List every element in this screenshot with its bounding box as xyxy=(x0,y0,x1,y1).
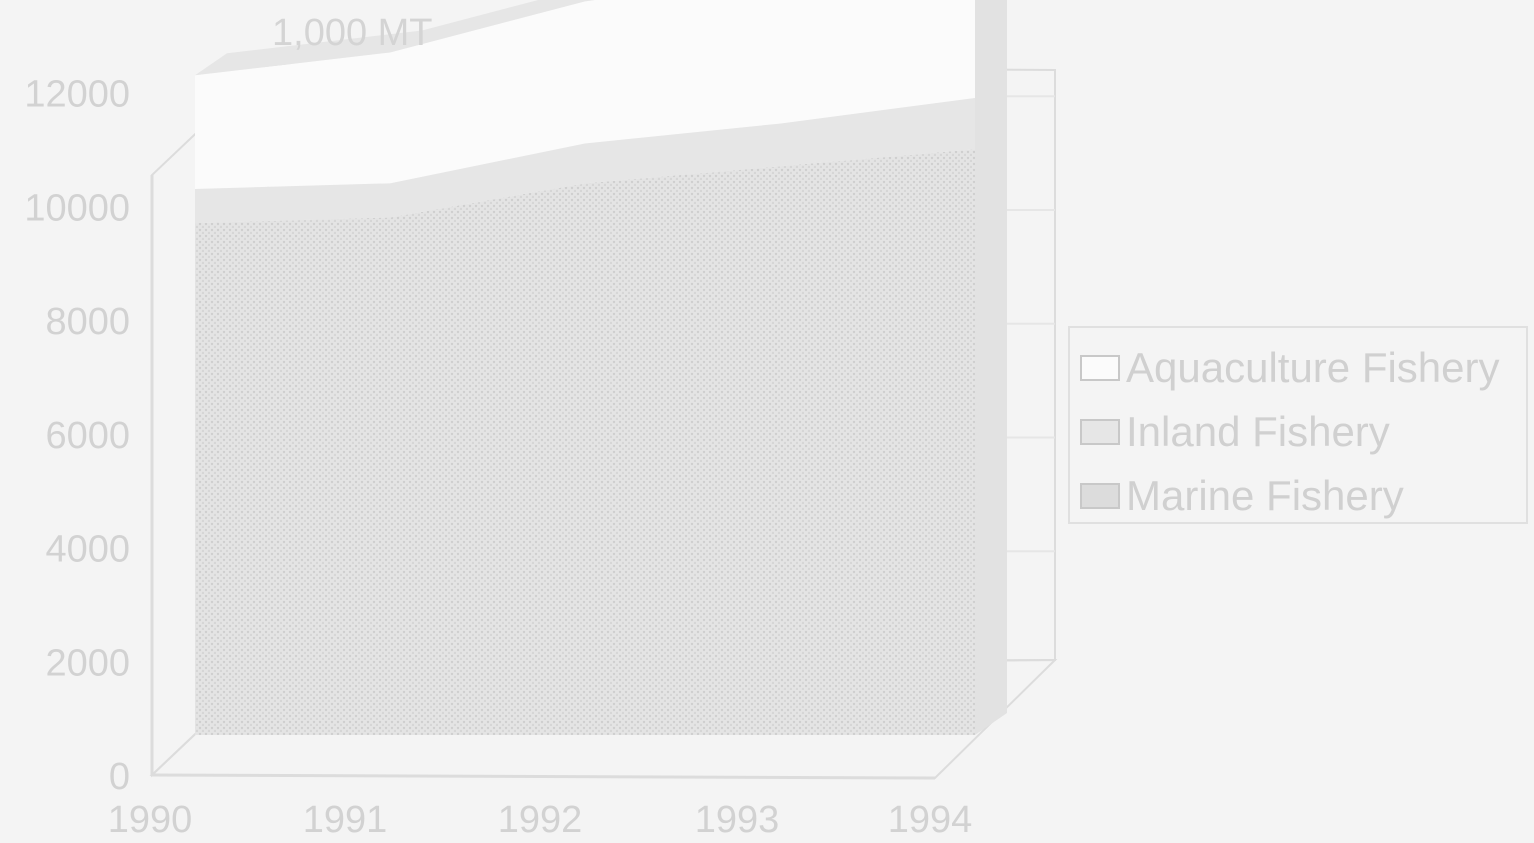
legend-item-inland: Inland Fishery xyxy=(1080,400,1516,464)
x-axis-tick-labels: 1990 1991 1992 1993 1994 xyxy=(108,799,973,841)
y-tick-label-14000: 14000 xyxy=(24,0,130,2)
unit-label: 1,000 MT xyxy=(272,12,433,54)
legend-label-inland: Inland Fishery xyxy=(1126,408,1390,455)
axis-lines xyxy=(150,175,936,780)
y-tick-label-12000: 12000 xyxy=(24,74,130,116)
legend: Aquaculture Fishery Inland Fishery Marin… xyxy=(1068,326,1528,524)
legend-item-marine: Marine Fishery xyxy=(1080,464,1516,528)
x-tick-label-1994: 1994 xyxy=(888,799,973,841)
legend-item-aquaculture: Aquaculture Fishery xyxy=(1080,336,1516,400)
area-side-face xyxy=(975,0,1007,735)
area-series xyxy=(195,0,1007,735)
x-tick-label-1991: 1991 xyxy=(303,799,388,841)
y-tick-label-8000: 8000 xyxy=(45,301,130,343)
y-tick-label-10000: 10000 xyxy=(24,187,130,229)
y-tick-label-2000: 2000 xyxy=(45,642,130,684)
y-tick-label-6000: 6000 xyxy=(45,415,130,457)
y-tick-label-4000: 4000 xyxy=(45,529,130,571)
x-tick-label-1992: 1992 xyxy=(498,799,583,841)
legend-swatch-marine xyxy=(1080,483,1120,509)
x-axis-line xyxy=(151,773,936,780)
area-top-surface xyxy=(195,0,595,76)
legend-label-aquaculture: Aquaculture Fishery xyxy=(1126,344,1500,391)
area-inland-band xyxy=(195,98,975,224)
area-marine-fishery xyxy=(195,149,975,735)
area-aquaculture-fishery xyxy=(195,0,975,189)
x-tick-label-1990: 1990 xyxy=(108,799,193,841)
x-tick-label-1993: 1993 xyxy=(695,799,780,841)
legend-swatch-inland xyxy=(1080,419,1120,445)
y-axis-tick-labels: 0 2000 4000 6000 8000 10000 12000 14000 xyxy=(24,0,130,798)
legend-swatch-aquaculture xyxy=(1080,355,1120,381)
legend-label-marine: Marine Fishery xyxy=(1126,472,1404,519)
y-tick-label-0: 0 xyxy=(109,756,130,798)
